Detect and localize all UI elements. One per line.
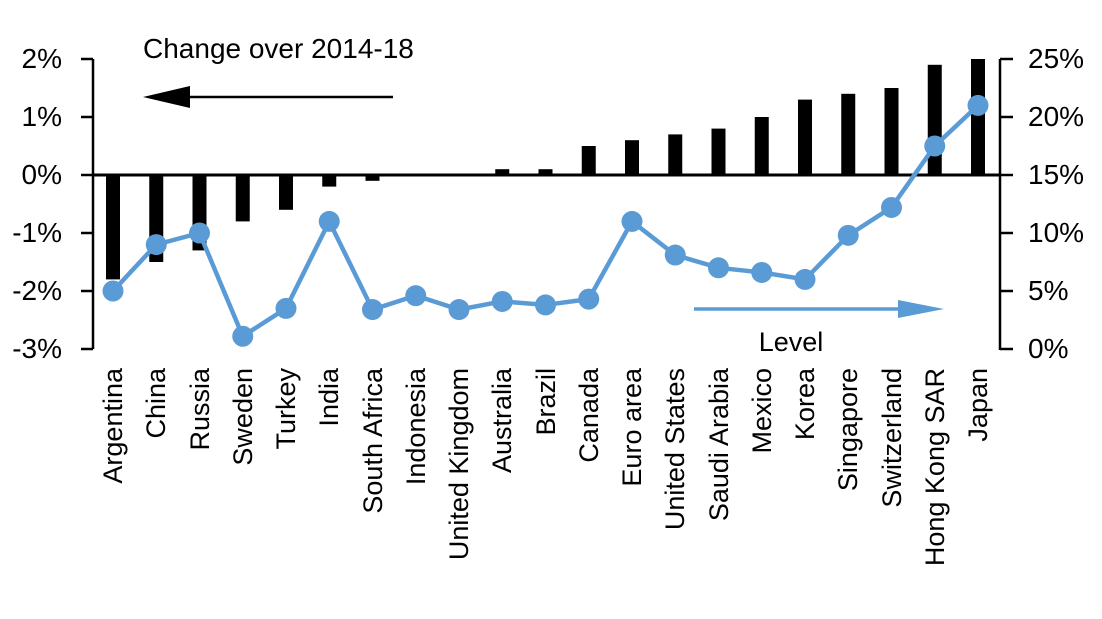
line-point bbox=[578, 288, 600, 310]
left-axis-tick-label: 1% bbox=[21, 101, 62, 132]
right-axis-tick-label: 15% bbox=[1028, 159, 1085, 190]
right-axis-tick-label: 10% bbox=[1028, 217, 1085, 248]
line-point bbox=[881, 196, 902, 218]
category-label: Japan bbox=[963, 368, 993, 442]
category-label: Argentina bbox=[98, 368, 128, 484]
left-axis-tick-label: -2% bbox=[12, 275, 62, 306]
line-point bbox=[102, 280, 124, 302]
bar bbox=[798, 99, 812, 175]
line-point bbox=[491, 290, 513, 312]
bar bbox=[365, 175, 380, 181]
bar bbox=[884, 88, 899, 175]
category-label: China bbox=[141, 368, 172, 439]
line-point bbox=[232, 325, 254, 347]
bar bbox=[495, 169, 510, 175]
bar bbox=[581, 146, 596, 175]
line-point bbox=[318, 210, 340, 232]
line-point bbox=[145, 234, 167, 256]
line-point bbox=[621, 210, 643, 232]
category-label: United States bbox=[660, 368, 691, 531]
line-point bbox=[794, 268, 816, 290]
bar bbox=[927, 64, 942, 175]
line-point bbox=[751, 261, 773, 283]
right-series-label: Level bbox=[758, 327, 824, 357]
category-label: Indonesia bbox=[400, 368, 431, 486]
line-point bbox=[448, 299, 470, 321]
bar bbox=[235, 175, 250, 222]
bar bbox=[841, 93, 856, 175]
category-label: Singapore bbox=[833, 368, 864, 492]
right-axis-tick-label: 0% bbox=[1028, 333, 1069, 364]
category-label: Sweden bbox=[227, 368, 258, 466]
category-label: Russia bbox=[184, 368, 215, 451]
left-axis-tick-label: 0% bbox=[21, 159, 62, 190]
line-point bbox=[405, 285, 427, 307]
bar bbox=[711, 128, 726, 175]
line-point bbox=[535, 294, 556, 316]
bar bbox=[971, 59, 985, 175]
left-axis-tick-label: -3% bbox=[12, 333, 62, 364]
right-axis-tick-label: 20% bbox=[1028, 101, 1085, 132]
category-label: Canada bbox=[573, 368, 604, 463]
left-series-title: Change over 2014-18 bbox=[143, 33, 414, 64]
line-point bbox=[362, 299, 383, 321]
line-point bbox=[275, 297, 297, 319]
bar bbox=[625, 140, 639, 175]
right-axis-tick-label: 5% bbox=[1028, 275, 1069, 306]
left-axis-tick-label: 2% bbox=[21, 43, 62, 74]
bar bbox=[538, 169, 553, 175]
category-label: Turkey bbox=[271, 368, 301, 450]
category-label: Hong Kong SAR bbox=[919, 368, 950, 567]
bar bbox=[322, 175, 337, 187]
category-label: Mexico bbox=[746, 368, 777, 454]
category-label: United Kingdom bbox=[444, 368, 474, 561]
line-point bbox=[924, 135, 946, 157]
category-label: Saudi Arabia bbox=[703, 368, 734, 522]
category-label: India bbox=[314, 368, 345, 427]
category-label: Brazil bbox=[530, 368, 561, 436]
bar bbox=[106, 175, 120, 280]
line-point bbox=[708, 257, 729, 279]
line-point bbox=[664, 244, 686, 266]
bar bbox=[668, 134, 683, 175]
change-arrow-head bbox=[143, 86, 190, 108]
line-point bbox=[837, 224, 859, 246]
left-axis-tick-label: -1% bbox=[12, 217, 62, 248]
category-label: South Africa bbox=[357, 368, 388, 514]
right-axis-tick-label: 25% bbox=[1028, 43, 1085, 74]
level-arrow-head bbox=[898, 300, 944, 318]
category-label: Korea bbox=[790, 368, 820, 441]
line-point bbox=[189, 222, 210, 244]
line-point bbox=[967, 94, 989, 116]
bar bbox=[754, 117, 769, 175]
category-label: Euro area bbox=[617, 368, 647, 487]
category-label: Switzerland bbox=[876, 368, 907, 508]
category-label: Australia bbox=[487, 368, 518, 474]
bar bbox=[279, 175, 293, 210]
